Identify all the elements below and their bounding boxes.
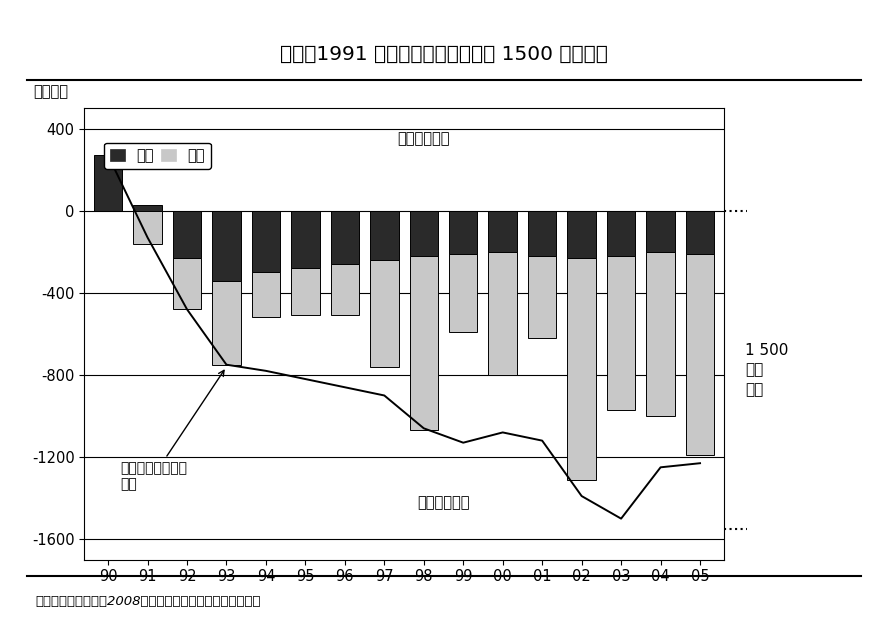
Text: （资本收益）: （资本收益） bbox=[398, 132, 450, 146]
Legend: 土地, 股票: 土地, 股票 bbox=[105, 142, 210, 169]
Bar bbox=[370, 211, 399, 260]
Bar bbox=[173, 258, 202, 309]
Bar bbox=[370, 260, 399, 367]
Bar bbox=[646, 252, 675, 416]
Bar bbox=[330, 211, 359, 264]
Bar bbox=[449, 254, 478, 332]
Bar bbox=[212, 280, 241, 364]
Bar bbox=[686, 211, 714, 254]
Bar bbox=[567, 258, 596, 480]
Bar bbox=[291, 268, 320, 315]
Bar bbox=[686, 254, 714, 455]
Text: 资料来源：辜朝明（2008），日本国民经济年报，泽平宏观: 资料来源：辜朝明（2008），日本国民经济年报，泽平宏观 bbox=[36, 595, 261, 607]
Bar bbox=[94, 155, 123, 211]
Bar bbox=[291, 211, 320, 268]
Bar bbox=[607, 211, 635, 256]
Text: 土地与股票的合计
损失: 土地与股票的合计 损失 bbox=[120, 370, 224, 492]
Text: 1 500
万亿
日元: 1 500 万亿 日元 bbox=[745, 343, 789, 397]
Bar bbox=[488, 252, 517, 375]
Bar bbox=[528, 211, 557, 256]
Bar bbox=[212, 211, 241, 280]
Bar bbox=[133, 205, 162, 211]
Bar bbox=[173, 211, 202, 258]
Bar bbox=[646, 211, 675, 252]
Bar bbox=[133, 211, 162, 244]
Bar bbox=[251, 272, 280, 317]
Bar bbox=[251, 211, 280, 272]
Bar bbox=[330, 264, 359, 315]
Bar bbox=[607, 256, 635, 410]
Bar bbox=[567, 211, 596, 258]
Bar bbox=[488, 211, 517, 252]
Text: 图表：1991 年泡沫破灭后日本损失 1500 万亿日元: 图表：1991 年泡沫破灭后日本损失 1500 万亿日元 bbox=[280, 45, 608, 64]
Text: （资本损失）: （资本损失） bbox=[417, 495, 470, 509]
Bar bbox=[449, 211, 478, 254]
Text: 万亿日元: 万亿日元 bbox=[33, 84, 68, 99]
Bar bbox=[409, 211, 438, 256]
Bar bbox=[409, 256, 438, 431]
Bar bbox=[528, 256, 557, 338]
